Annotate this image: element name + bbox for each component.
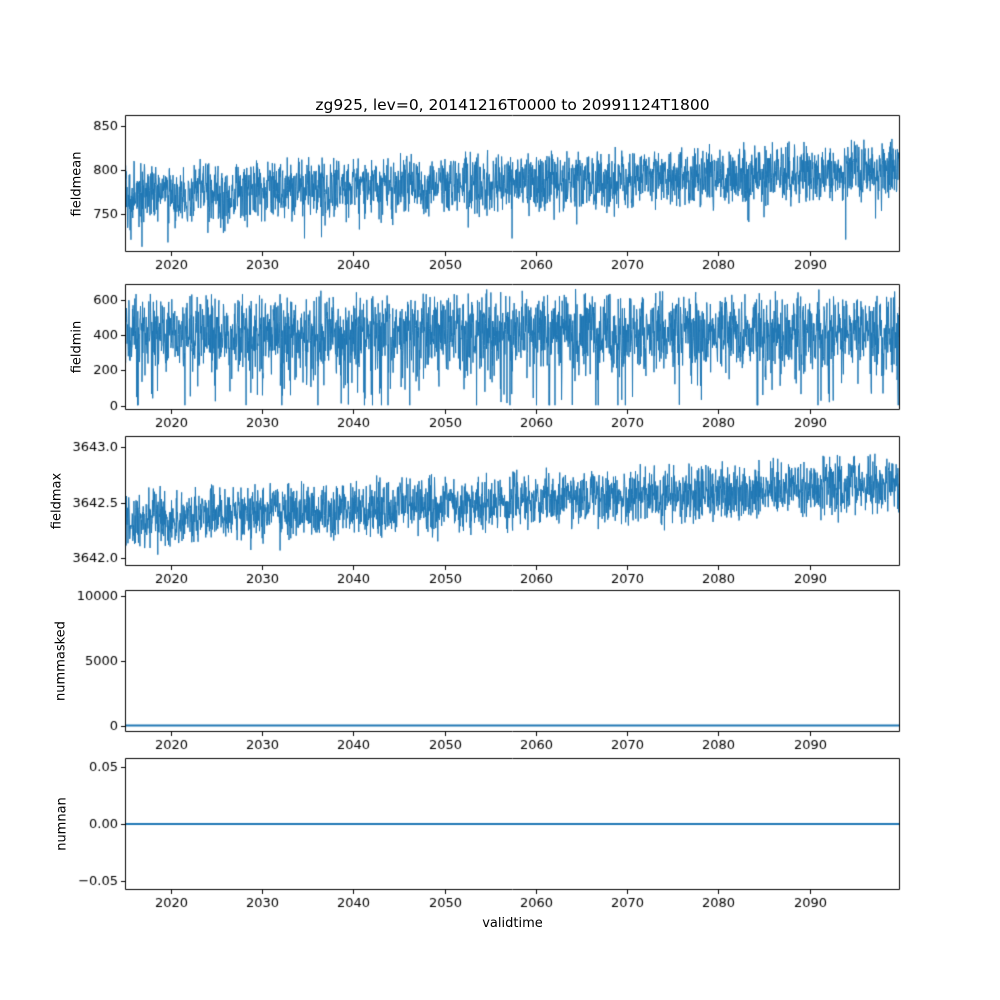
subplot-nummasked [125,590,900,732]
figure-title: zg925, lev=0, 20141216T0000 to 20991124T… [315,96,710,114]
ylabel-fieldmax: fieldmax [49,472,64,530]
subplot-fieldmax [125,436,900,566]
ylabel-fieldmin: fieldmin [69,320,85,374]
ylabel-nummasked: nummasked [53,621,69,701]
ylabel-fieldmean: fieldmean [69,151,85,216]
subplot-fieldmin [125,284,900,410]
subplot-fieldmean [125,115,900,252]
subplot-numnan [125,758,900,890]
xlabel-validtime: validtime [482,916,543,931]
ylabel-numnan: numnan [54,797,70,851]
